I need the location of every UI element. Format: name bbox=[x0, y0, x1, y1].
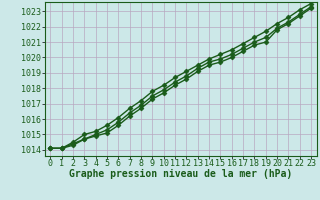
X-axis label: Graphe pression niveau de la mer (hPa): Graphe pression niveau de la mer (hPa) bbox=[69, 169, 292, 179]
